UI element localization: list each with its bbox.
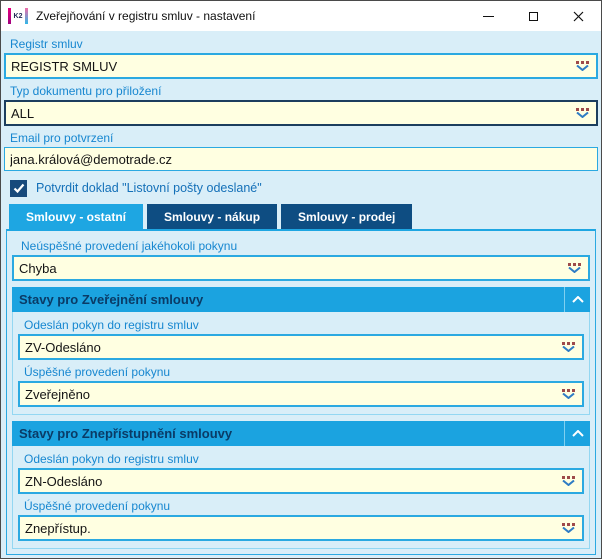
section-znepristupneni: Stavy pro Znepřístupnění smlouvy Odeslán… (12, 421, 590, 549)
logo-left-bar (8, 8, 11, 24)
zv-sent-instruction-input[interactable]: ZV-Odesláno (18, 334, 584, 360)
fail-instruction-label: Neúspěšné provedení jakéhokoli pokynu (21, 239, 238, 253)
window-title: Zveřejňování v registru smluv - nastaven… (36, 9, 256, 23)
dialog-content: Registr smluv REGISTR SMLUV Typ dokument… (1, 31, 601, 558)
dropdown-icon[interactable] (574, 61, 591, 71)
dropdown-icon[interactable] (574, 108, 591, 118)
section-title: Stavy pro Znepřístupnění smlouvy (19, 426, 233, 441)
registr-smluv-input[interactable]: REGISTR SMLUV (4, 53, 598, 79)
section-zverejneni: Stavy pro Zveřejnění smlouvy Odeslán pok… (12, 287, 590, 415)
confirm-checkbox-label: Potvrdit doklad "Listovní pošty odeslané… (36, 181, 262, 195)
success-instruction-label: Úspěšné provedení pokynu (24, 499, 171, 513)
sent-instruction-label: Odeslán pokyn do registru smluv (24, 318, 199, 332)
close-button[interactable] (556, 1, 601, 31)
zn-sent-instruction-input[interactable]: ZN-Odesláno (18, 468, 584, 494)
tab-bar: Smlouvy - ostatní Smlouvy - nákup Smlouv… (9, 204, 598, 229)
tab-page-smlouvy-ostatni: Neúspěšné provedení jakéhokoli pokynu Ch… (6, 229, 596, 555)
tab-smlouvy-prodej[interactable]: Smlouvy - prodej (281, 204, 413, 229)
email-input[interactable]: jana.králová@demotrade.cz (4, 147, 598, 171)
sent-instruction-label: Odeslán pokyn do registru smluv (24, 452, 199, 466)
dropdown-icon[interactable] (560, 476, 577, 486)
maximize-icon (529, 11, 538, 21)
registr-smluv-value: REGISTR SMLUV (11, 58, 118, 74)
section-title: Stavy pro Zveřejnění smlouvy (19, 292, 204, 307)
minimize-button[interactable] (466, 1, 511, 31)
dropdown-icon[interactable] (560, 523, 577, 533)
minimize-icon (483, 15, 494, 17)
chevron-up-icon (571, 296, 584, 303)
collapse-button[interactable] (564, 421, 590, 446)
window-controls (466, 1, 601, 31)
fail-instruction-value: Chyba (19, 260, 57, 276)
confirm-checkbox[interactable] (10, 179, 27, 197)
doc-type-label: Typ dokumentu pro přiložení (10, 84, 162, 98)
email-label: Email pro potvrzení (10, 131, 114, 145)
registr-smluv-label: Registr smluv (10, 37, 83, 51)
k2-logo-icon: K2 (8, 8, 28, 24)
success-instruction-label: Úspěšné provedení pokynu (24, 365, 171, 379)
dropdown-icon[interactable] (560, 389, 577, 399)
zv-success-instruction-input[interactable]: Zveřejněno (18, 381, 584, 407)
close-icon (573, 11, 584, 21)
dropdown-icon[interactable] (560, 342, 577, 352)
zn-success-instruction-input[interactable]: Znepřístup. (18, 515, 584, 541)
check-icon (13, 183, 24, 193)
section-zverejneni-header[interactable]: Stavy pro Zveřejnění smlouvy (12, 287, 590, 312)
fail-instruction-input[interactable]: Chyba (12, 255, 590, 281)
maximize-button[interactable] (511, 1, 556, 31)
doc-type-value: ALL (11, 105, 35, 121)
tab-smlouvy-nakup[interactable]: Smlouvy - nákup (147, 204, 278, 229)
chevron-up-icon (571, 430, 584, 437)
doc-type-input[interactable]: ALL (4, 100, 598, 126)
confirm-doc-row: Potvrdit doklad "Listovní pošty odeslané… (10, 179, 598, 197)
collapse-button[interactable] (564, 287, 590, 312)
tab-smlouvy-ostatni[interactable]: Smlouvy - ostatní (9, 204, 144, 229)
logo-right-bar (25, 8, 28, 24)
section-zverejneni-body: Odeslán pokyn do registru smluv ZV-Odesl… (12, 312, 590, 415)
logo-text: K2 (13, 12, 23, 20)
email-value: jana.králová@demotrade.cz (10, 151, 173, 167)
titlebar: K2 Zveřejňování v registru smluv - nasta… (1, 1, 601, 31)
section-znepristupneni-body: Odeslán pokyn do registru smluv ZN-Odesl… (12, 446, 590, 549)
section-znepristupneni-header[interactable]: Stavy pro Znepřístupnění smlouvy (12, 421, 590, 446)
dropdown-icon[interactable] (566, 263, 583, 273)
